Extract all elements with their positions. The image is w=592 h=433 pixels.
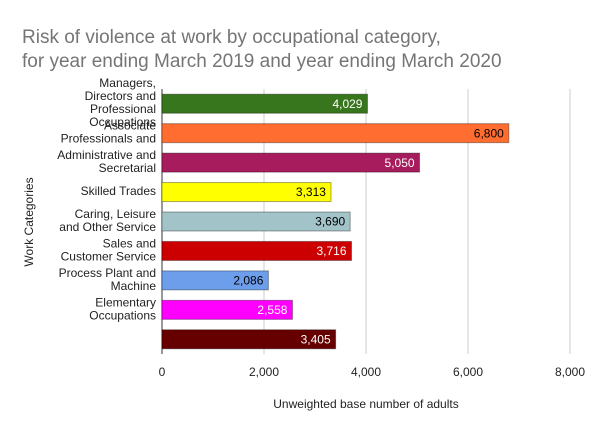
data-label: 4,029 [332,97,362,111]
x-axis-title: Unweighted base number of adults [273,397,458,411]
y-tick-label: Elementary Occupations [89,296,156,323]
x-tick-label: 4,000 [351,365,381,379]
bar [161,93,368,114]
y-tick-label: Caring, Leisure and Other Service [59,207,156,234]
data-label: 3,690 [315,215,345,229]
x-tick-label: 8,000 [555,365,585,379]
data-label: 3,313 [296,185,326,199]
data-label: 3,716 [316,244,346,258]
y-tick-label: Skilled Trades [81,184,156,198]
bar [161,329,337,350]
bar [161,152,421,173]
bar [161,211,351,232]
data-label: 3,405 [301,332,331,346]
y-tick-label: Managers, Directors and Professional Occupa… [85,76,156,129]
y-tick-label: Process Plant and Machine [59,266,157,293]
bar [161,123,510,144]
x-tick-label: 6,000 [453,365,483,379]
data-label: 5,050 [385,156,415,170]
x-tick-label: 2,000 [249,365,279,379]
bar [161,270,269,291]
data-label: 2,086 [233,274,263,288]
y-tick-label: Administrative and Secretarial [57,148,156,175]
data-label: 6,800 [474,126,504,140]
y-axis-title: Work Categories [22,177,36,266]
data-label: 2,558 [257,303,287,317]
bar [161,240,353,261]
x-tick-label: 0 [159,365,166,379]
bar [161,299,293,320]
y-tick-label: Sales and Customer Service [61,237,157,264]
bar [161,182,332,203]
y-tick-label: Associate Professionals and [61,119,157,146]
chart-title: Risk of violence at work by occupational… [22,27,502,72]
